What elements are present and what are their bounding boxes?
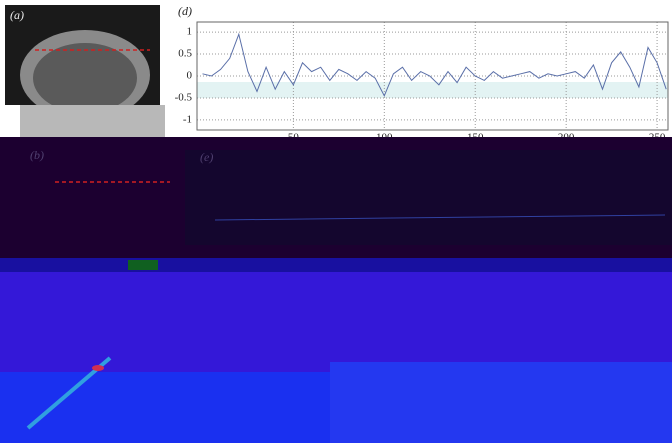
shade-band xyxy=(197,82,668,98)
corrupt-plot xyxy=(185,150,672,245)
panel-label: (e) xyxy=(200,150,213,164)
panel-label: (b) xyxy=(30,148,44,162)
y-tick-label: -1 xyxy=(183,113,192,125)
panel-label: (a) xyxy=(10,8,24,22)
y-tick-label: -0.5 xyxy=(175,91,193,103)
corrupt-spot xyxy=(92,365,104,371)
corrupt-strip xyxy=(0,258,672,272)
corrupt-region xyxy=(0,272,672,372)
panel-label: (d) xyxy=(178,4,192,18)
y-tick-label: 1 xyxy=(187,26,193,38)
brain-inner xyxy=(33,43,137,113)
figure: (a) (d) 10.50-0.5-150100150200250 (b) (e… xyxy=(0,0,672,443)
y-tick-label: 0 xyxy=(187,70,193,82)
corrupt-block xyxy=(330,362,672,443)
mri-lower xyxy=(20,105,165,137)
corrupt-block xyxy=(128,260,158,270)
y-tick-label: 0.5 xyxy=(178,48,192,60)
